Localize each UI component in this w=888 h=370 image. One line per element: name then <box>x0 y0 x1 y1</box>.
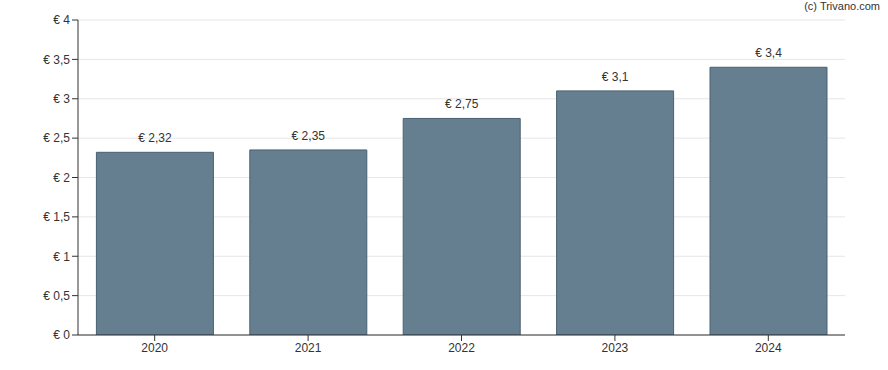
html-text:(c) Trivano.com: (c) Trivano.com <box>804 0 880 12</box>
svg-text:€ 4: € 4 <box>53 13 70 27</box>
svg-text:€ 2,35: € 2,35 <box>292 129 326 143</box>
svg-text:2020: 2020 <box>141 341 168 355</box>
svg-text:2024: 2024 <box>755 341 782 355</box>
svg-text:€ 3: € 3 <box>53 92 70 106</box>
svg-text:€ 2,75: € 2,75 <box>445 97 479 111</box>
svg-text:€ 0,5: € 0,5 <box>43 289 70 303</box>
svg-text:€ 1: € 1 <box>53 250 70 264</box>
svg-text:€ 2,32: € 2,32 <box>138 131 172 145</box>
svg-text:2023: 2023 <box>602 341 629 355</box>
svg-text:€ 3,4: € 3,4 <box>755 46 782 60</box>
svg-text:€ 2: € 2 <box>53 171 70 185</box>
svg-text:2021: 2021 <box>295 341 322 355</box>
svg-text:€ 3,5: € 3,5 <box>43 53 70 67</box>
svg-text:€ 2,5: € 2,5 <box>43 131 70 145</box>
svg-text:2022: 2022 <box>448 341 475 355</box>
svg-text:€ 1,5: € 1,5 <box>43 210 70 224</box>
svg-text:€ 0: € 0 <box>53 328 70 342</box>
svg-text:€ 3,1: € 3,1 <box>602 70 629 84</box>
